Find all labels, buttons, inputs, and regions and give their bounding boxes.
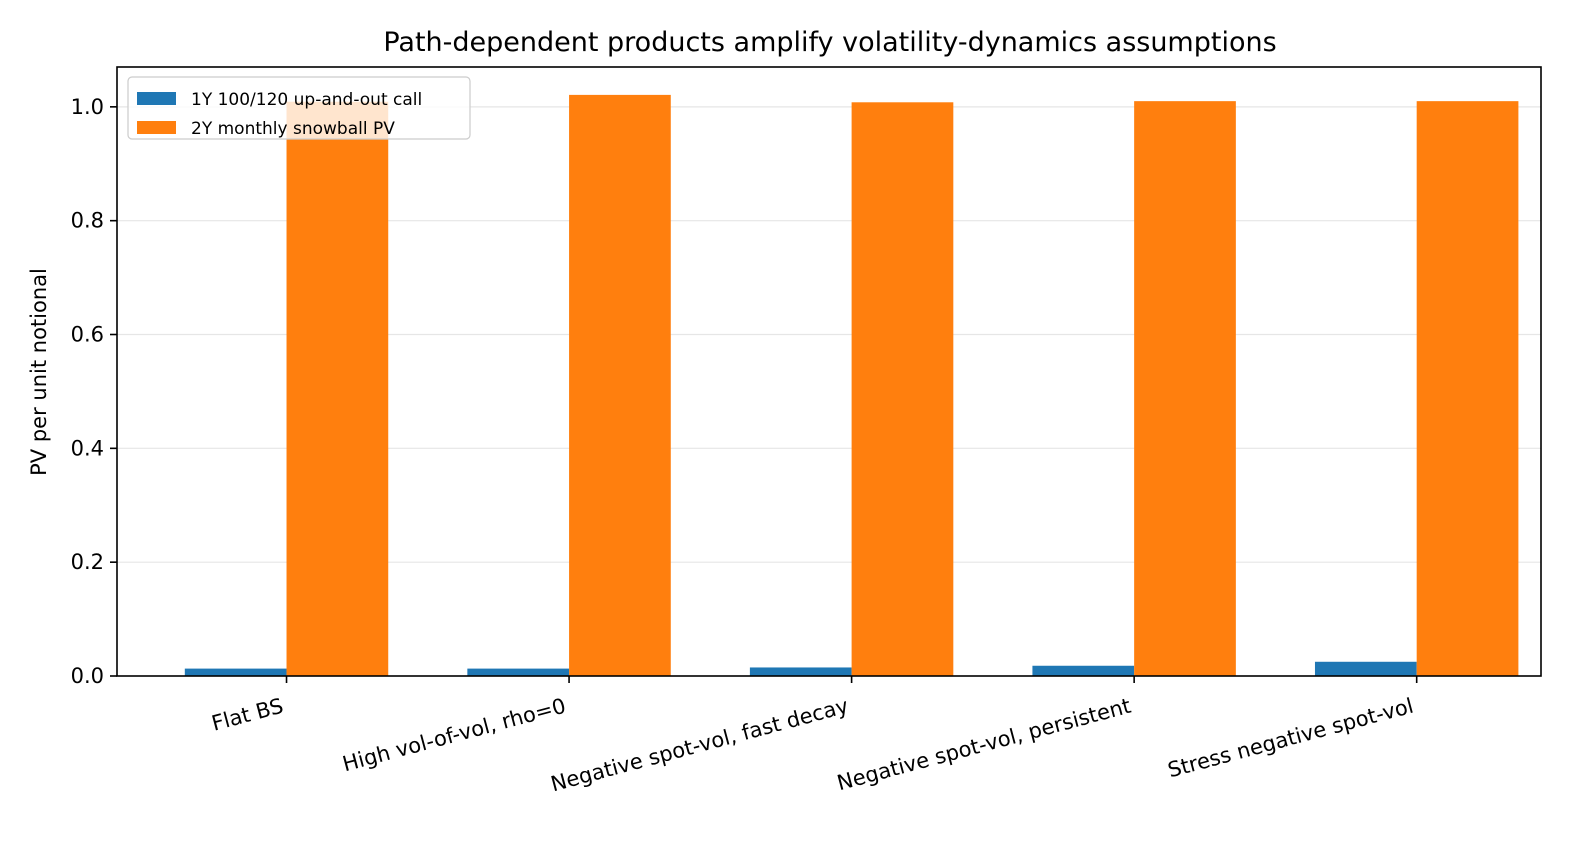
bar-up-and-out-call-3 (1032, 665, 1135, 676)
bar-snowball-3 (1134, 101, 1236, 676)
y-tick-label: 1.0 (71, 95, 104, 119)
y-axis: 0.0 0.2 0.4 0.6 0.8 1.0 (71, 95, 117, 688)
y-tick-label: 0.8 (71, 209, 104, 233)
bar-up-and-out-call-4 (1314, 661, 1417, 676)
bar-up-and-out-call-2 (749, 667, 852, 676)
bar-snowball-2 (851, 102, 954, 677)
x-tick-label: Flat BS (209, 694, 286, 736)
y-tick-label: 0.0 (71, 664, 104, 688)
bar-snowball-1 (569, 94, 671, 676)
bar-up-and-out-call-1 (467, 668, 570, 676)
legend: 1Y 100/120 up-and-out call 2Y monthly sno… (127, 76, 471, 140)
legend-label: 2Y monthly snowball PV (191, 119, 395, 139)
y-tick-label: 0.2 (71, 550, 104, 574)
x-tick-label: Negative spot-vol, persistent (835, 694, 1134, 796)
bar-snowball-4 (1416, 101, 1519, 676)
plot-frame (116, 66, 1542, 677)
legend-swatch (137, 92, 176, 105)
x-tick-label: Negative spot-vol, fast decay (548, 694, 851, 797)
bar-snowball-0 (286, 101, 389, 676)
legend-box (127, 76, 471, 140)
x-tick-label: Stress negative spot-vol (1165, 694, 1416, 783)
legend-label: 1Y 100/120 up-and-out call (191, 90, 422, 110)
y-tick-label: 0.6 (71, 323, 104, 347)
x-tick-label: High vol-of-vol, rho=0 (340, 694, 568, 777)
y-axis-label: PV per unit notional (27, 268, 51, 476)
bar-up-and-out-call-0 (184, 668, 287, 676)
bars (184, 94, 1519, 677)
y-tick-label: 0.4 (71, 436, 104, 460)
legend-swatch (137, 121, 176, 134)
chart-title: Path-dependent products amplify volatili… (383, 27, 1276, 58)
